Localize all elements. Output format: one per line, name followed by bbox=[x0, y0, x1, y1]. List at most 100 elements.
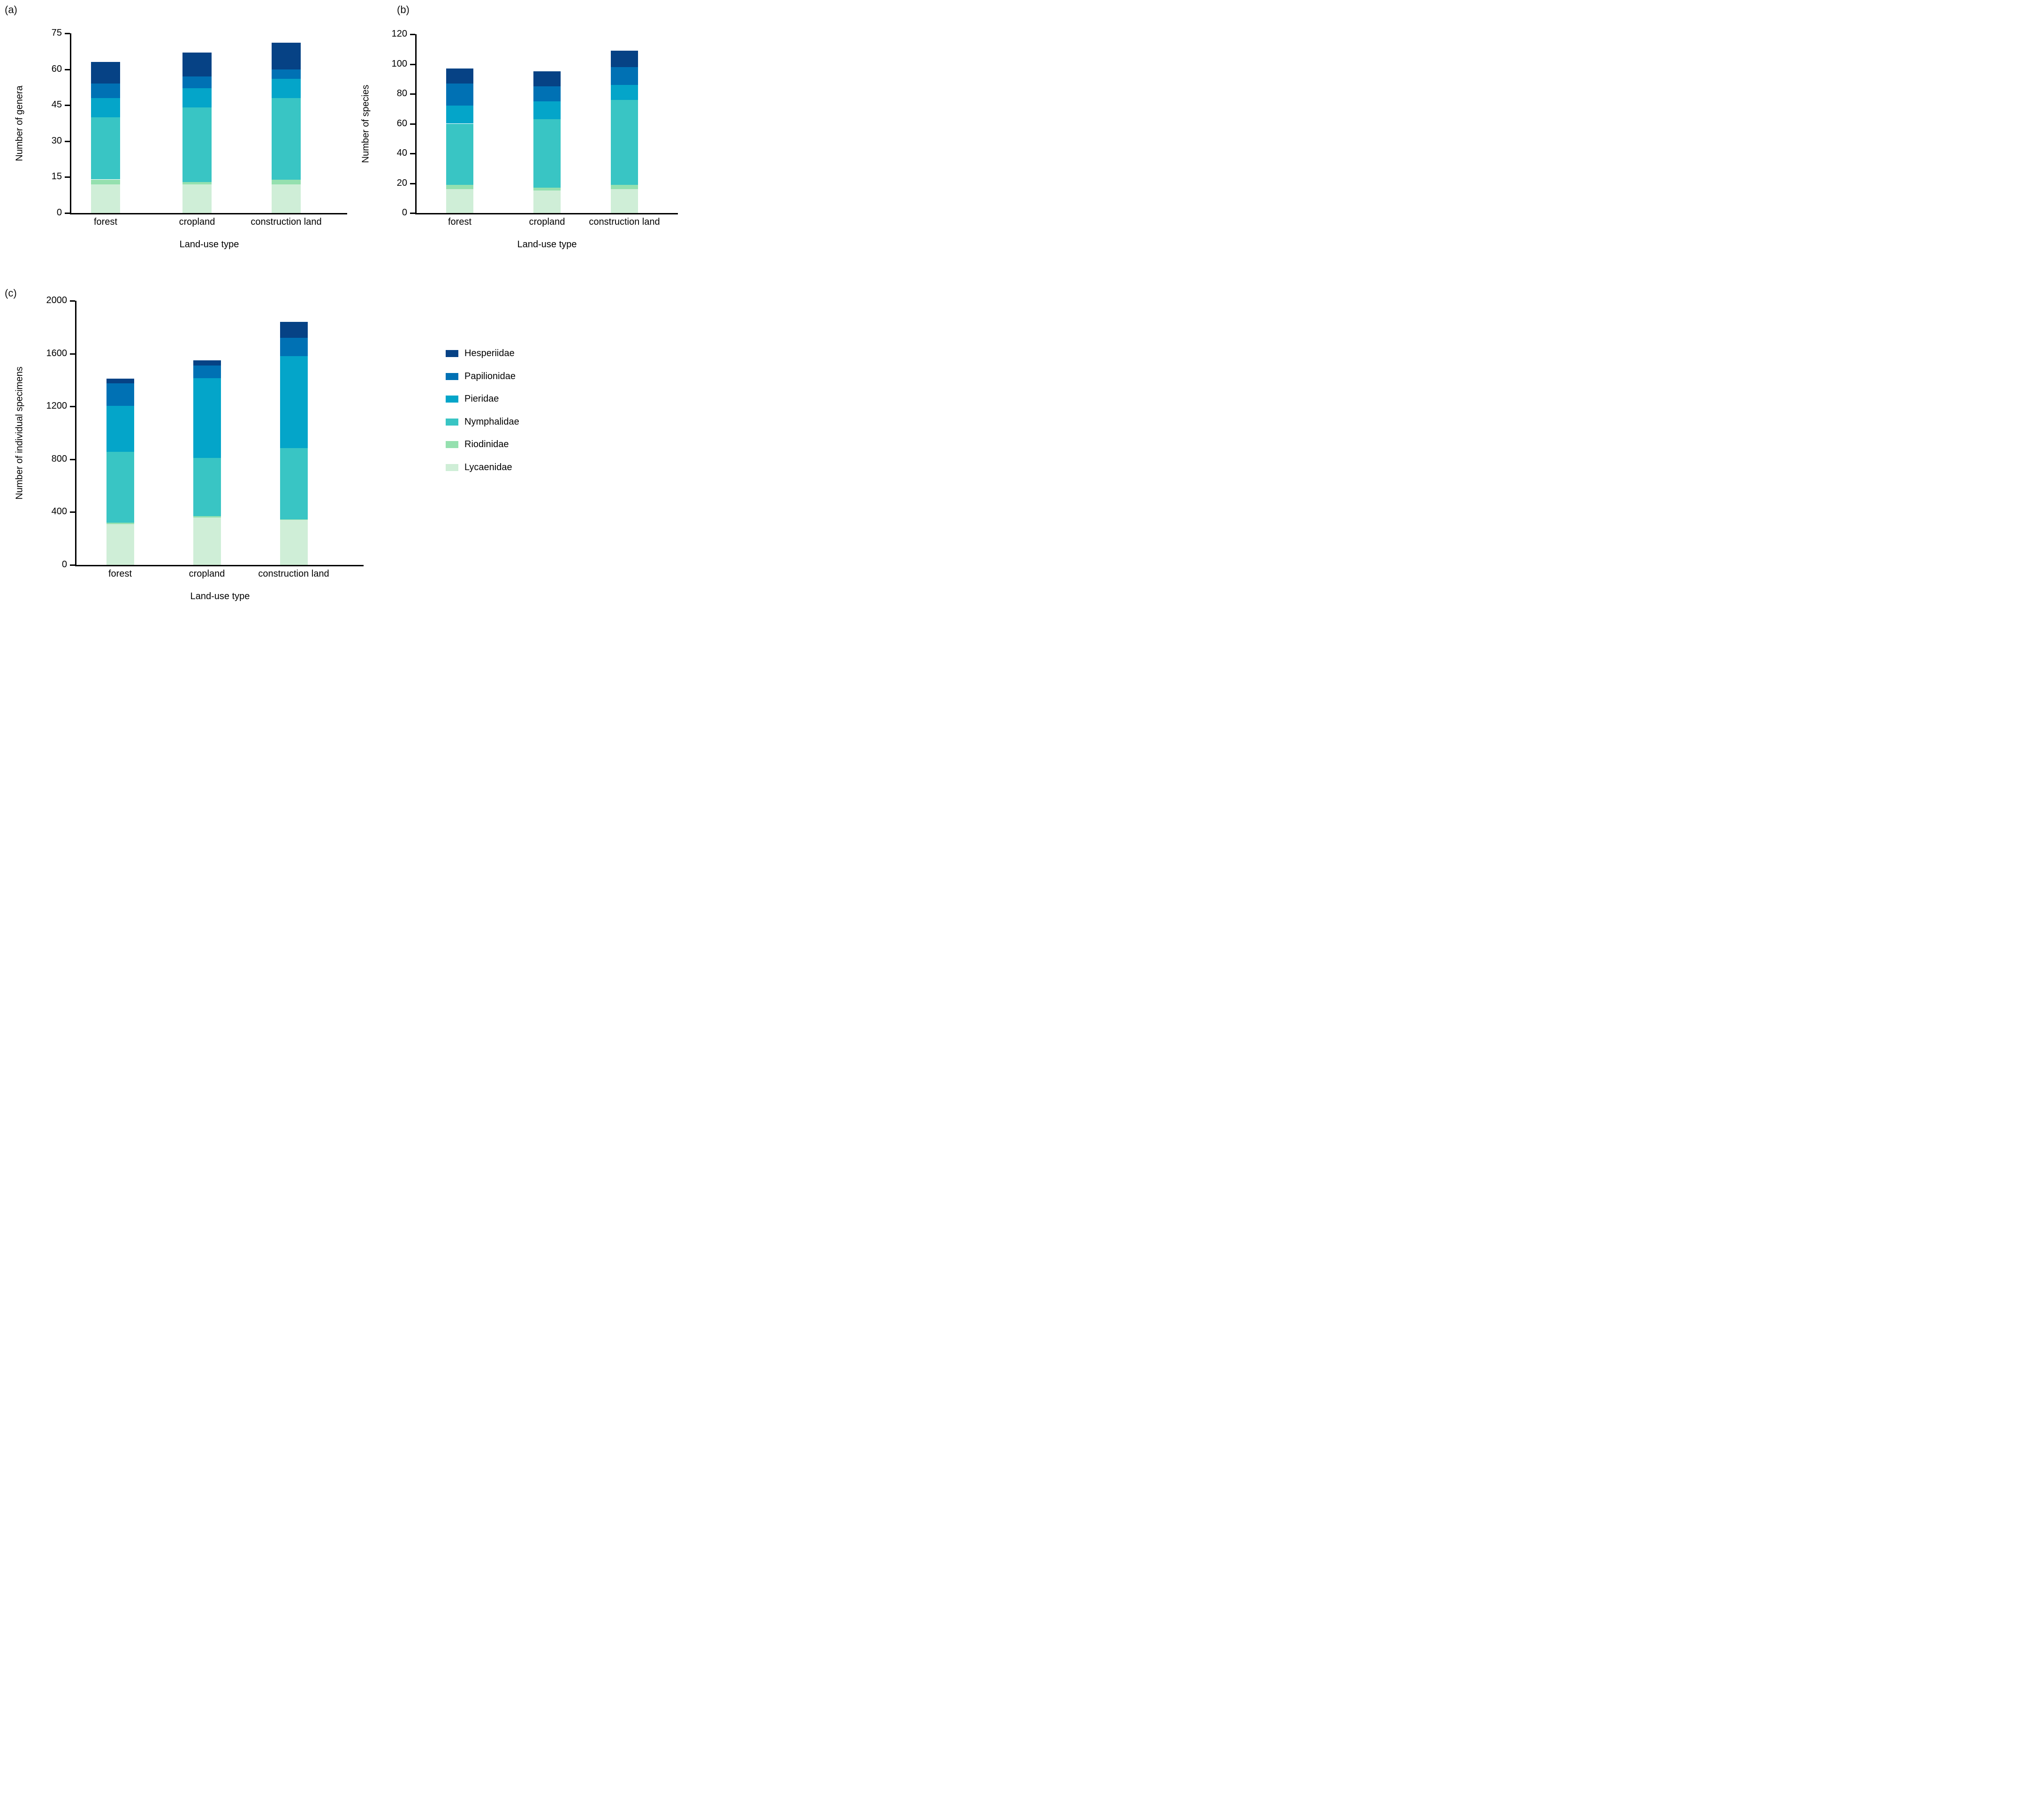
bar-segment-nymphalidae-forest bbox=[91, 117, 120, 180]
category-label: forest bbox=[93, 217, 118, 227]
bar-segment-nymphalidae-construction-land bbox=[272, 98, 301, 180]
legend-swatch-pieridae bbox=[446, 396, 458, 403]
bar-segment-lycaenidae-forest bbox=[91, 184, 120, 213]
y-axis-tick bbox=[410, 93, 415, 95]
category-label: construction land bbox=[251, 217, 322, 227]
y-axis-tick bbox=[410, 63, 415, 65]
y-tick-label: 45 bbox=[51, 99, 62, 110]
y-tick-label: 100 bbox=[391, 58, 407, 69]
panel-a-letter: (a) bbox=[5, 4, 17, 15]
category-label: cropland bbox=[189, 569, 225, 579]
bar-segment-pieridae-cropland bbox=[182, 88, 212, 108]
y-tick-label: 20 bbox=[396, 177, 407, 188]
y-tick-label: 60 bbox=[396, 118, 407, 129]
bar-segment-pieridae-construction-land bbox=[611, 84, 638, 100]
bar-segment-nymphalidae-forest bbox=[446, 123, 473, 185]
bar-segment-papilionidae-cropland bbox=[182, 76, 212, 89]
legend-swatch-lycaenidae bbox=[446, 464, 458, 471]
y-tick-label: 400 bbox=[51, 506, 67, 517]
bar-segment-riodinidae-construction-land bbox=[611, 184, 638, 190]
y-tick-label: 0 bbox=[61, 559, 67, 570]
y-tick-label: 15 bbox=[51, 171, 62, 182]
bar-segment-hesperiidae-construction-land bbox=[611, 50, 638, 67]
bar-segment-hesperiidae-construction-land bbox=[272, 43, 301, 69]
legend-label: Pieridae bbox=[464, 394, 499, 404]
figure-canvas: (a) (b) (c) 0 15 30 45 60 75 forest cropland con… bbox=[0, 0, 679, 607]
bar-segment-nymphalidae-cropland bbox=[182, 107, 212, 182]
bar-segment-hesperiidae-cropland bbox=[193, 360, 221, 366]
y-tick-label: 75 bbox=[51, 28, 62, 38]
y-axis-tick bbox=[70, 564, 75, 566]
category-label: construction land bbox=[589, 217, 660, 227]
y-tick-label: 800 bbox=[51, 453, 67, 464]
bar-segment-lycaenidae-forest bbox=[446, 189, 473, 213]
bar-segment-pieridae-cropland bbox=[193, 378, 221, 458]
x-axis-title: Land-use type bbox=[190, 591, 250, 602]
bar-segment-papilionidae-forest bbox=[106, 383, 134, 406]
y-axis-line bbox=[415, 34, 417, 214]
legend-swatch-riodinidae bbox=[446, 441, 458, 448]
y-axis-tick bbox=[410, 34, 415, 35]
bar-segment-pieridae-construction-land bbox=[272, 79, 301, 98]
y-axis-line bbox=[70, 33, 71, 214]
bar-segment-riodinidae-forest bbox=[106, 522, 134, 524]
legend-label: Riodinidae bbox=[464, 439, 509, 449]
x-axis-title: Land-use type bbox=[517, 239, 577, 250]
legend-item-nymphalidae: Nymphalidae bbox=[446, 417, 558, 430]
bar-segment-papilionidae-construction-land bbox=[611, 67, 638, 85]
bar-segment-pieridae-construction-land bbox=[280, 356, 308, 448]
y-axis-tick bbox=[65, 140, 70, 142]
bar-segment-papilionidae-construction-land bbox=[272, 69, 301, 79]
bar-segment-riodinidae-cropland bbox=[193, 516, 221, 518]
legend-label: Hesperiidae bbox=[464, 348, 515, 358]
category-label: forest bbox=[108, 569, 132, 579]
y-tick-label: 0 bbox=[402, 207, 407, 218]
bar-segment-papilionidae-forest bbox=[91, 84, 120, 98]
bar-segment-hesperiidae-cropland bbox=[182, 52, 212, 76]
bar-segment-papilionidae-forest bbox=[446, 83, 473, 106]
bar-segment-nymphalidae-construction-land bbox=[280, 448, 308, 519]
bar-segment-lycaenidae-construction-land bbox=[280, 520, 308, 565]
y-axis-tick bbox=[70, 300, 75, 302]
x-axis-line bbox=[75, 565, 364, 566]
category-label: construction land bbox=[258, 569, 329, 579]
bar-segment-riodinidae-cropland bbox=[182, 182, 212, 184]
bar-segment-pieridae-forest bbox=[106, 405, 134, 452]
y-axis-line bbox=[75, 301, 76, 566]
bar-segment-hesperiidae-forest bbox=[106, 379, 134, 383]
bar-segment-lycaenidae-forest bbox=[106, 524, 134, 565]
y-axis-tick bbox=[65, 176, 70, 178]
y-tick-label: 30 bbox=[51, 135, 62, 146]
bar-segment-riodinidae-cropland bbox=[533, 188, 561, 191]
y-axis-tick bbox=[70, 406, 75, 408]
y-axis-tick bbox=[70, 511, 75, 513]
panel-c-letter: (c) bbox=[5, 287, 17, 299]
legend-swatch-nymphalidae bbox=[446, 418, 458, 426]
y-axis-tick bbox=[70, 353, 75, 355]
y-axis-title: Number of species bbox=[360, 84, 371, 163]
bar-segment-nymphalidae-forest bbox=[106, 452, 134, 523]
category-label: cropland bbox=[529, 217, 565, 227]
y-axis-title: Number of individual specimens bbox=[14, 366, 25, 500]
legend-label: Lycaenidae bbox=[464, 462, 512, 472]
legend-item-pieridae: Pieridae bbox=[446, 394, 558, 407]
y-axis-tick bbox=[410, 153, 415, 154]
y-tick-label: 1200 bbox=[46, 401, 68, 411]
y-tick-label: 1600 bbox=[46, 348, 68, 358]
bar-segment-papilionidae-construction-land bbox=[280, 337, 308, 357]
y-axis-tick bbox=[65, 69, 70, 70]
y-tick-label: 80 bbox=[396, 88, 407, 99]
panel-b-letter: (b) bbox=[397, 4, 410, 15]
bar-segment-pieridae-forest bbox=[446, 106, 473, 124]
bar-segment-lycaenidae-cropland bbox=[182, 184, 212, 213]
legend-swatch-papilionidae bbox=[446, 373, 458, 380]
y-tick-label: 60 bbox=[51, 63, 62, 74]
x-axis-title: Land-use type bbox=[179, 239, 239, 250]
category-label: cropland bbox=[179, 217, 215, 227]
bar-segment-hesperiidae-cropland bbox=[533, 71, 561, 87]
bar-segment-hesperiidae-forest bbox=[446, 69, 473, 84]
legend-label: Papilionidae bbox=[464, 371, 516, 381]
x-axis-line bbox=[415, 213, 678, 214]
legend-item-hesperiidae: Hesperiidae bbox=[446, 348, 558, 361]
bar-segment-nymphalidae-cropland bbox=[533, 119, 561, 188]
